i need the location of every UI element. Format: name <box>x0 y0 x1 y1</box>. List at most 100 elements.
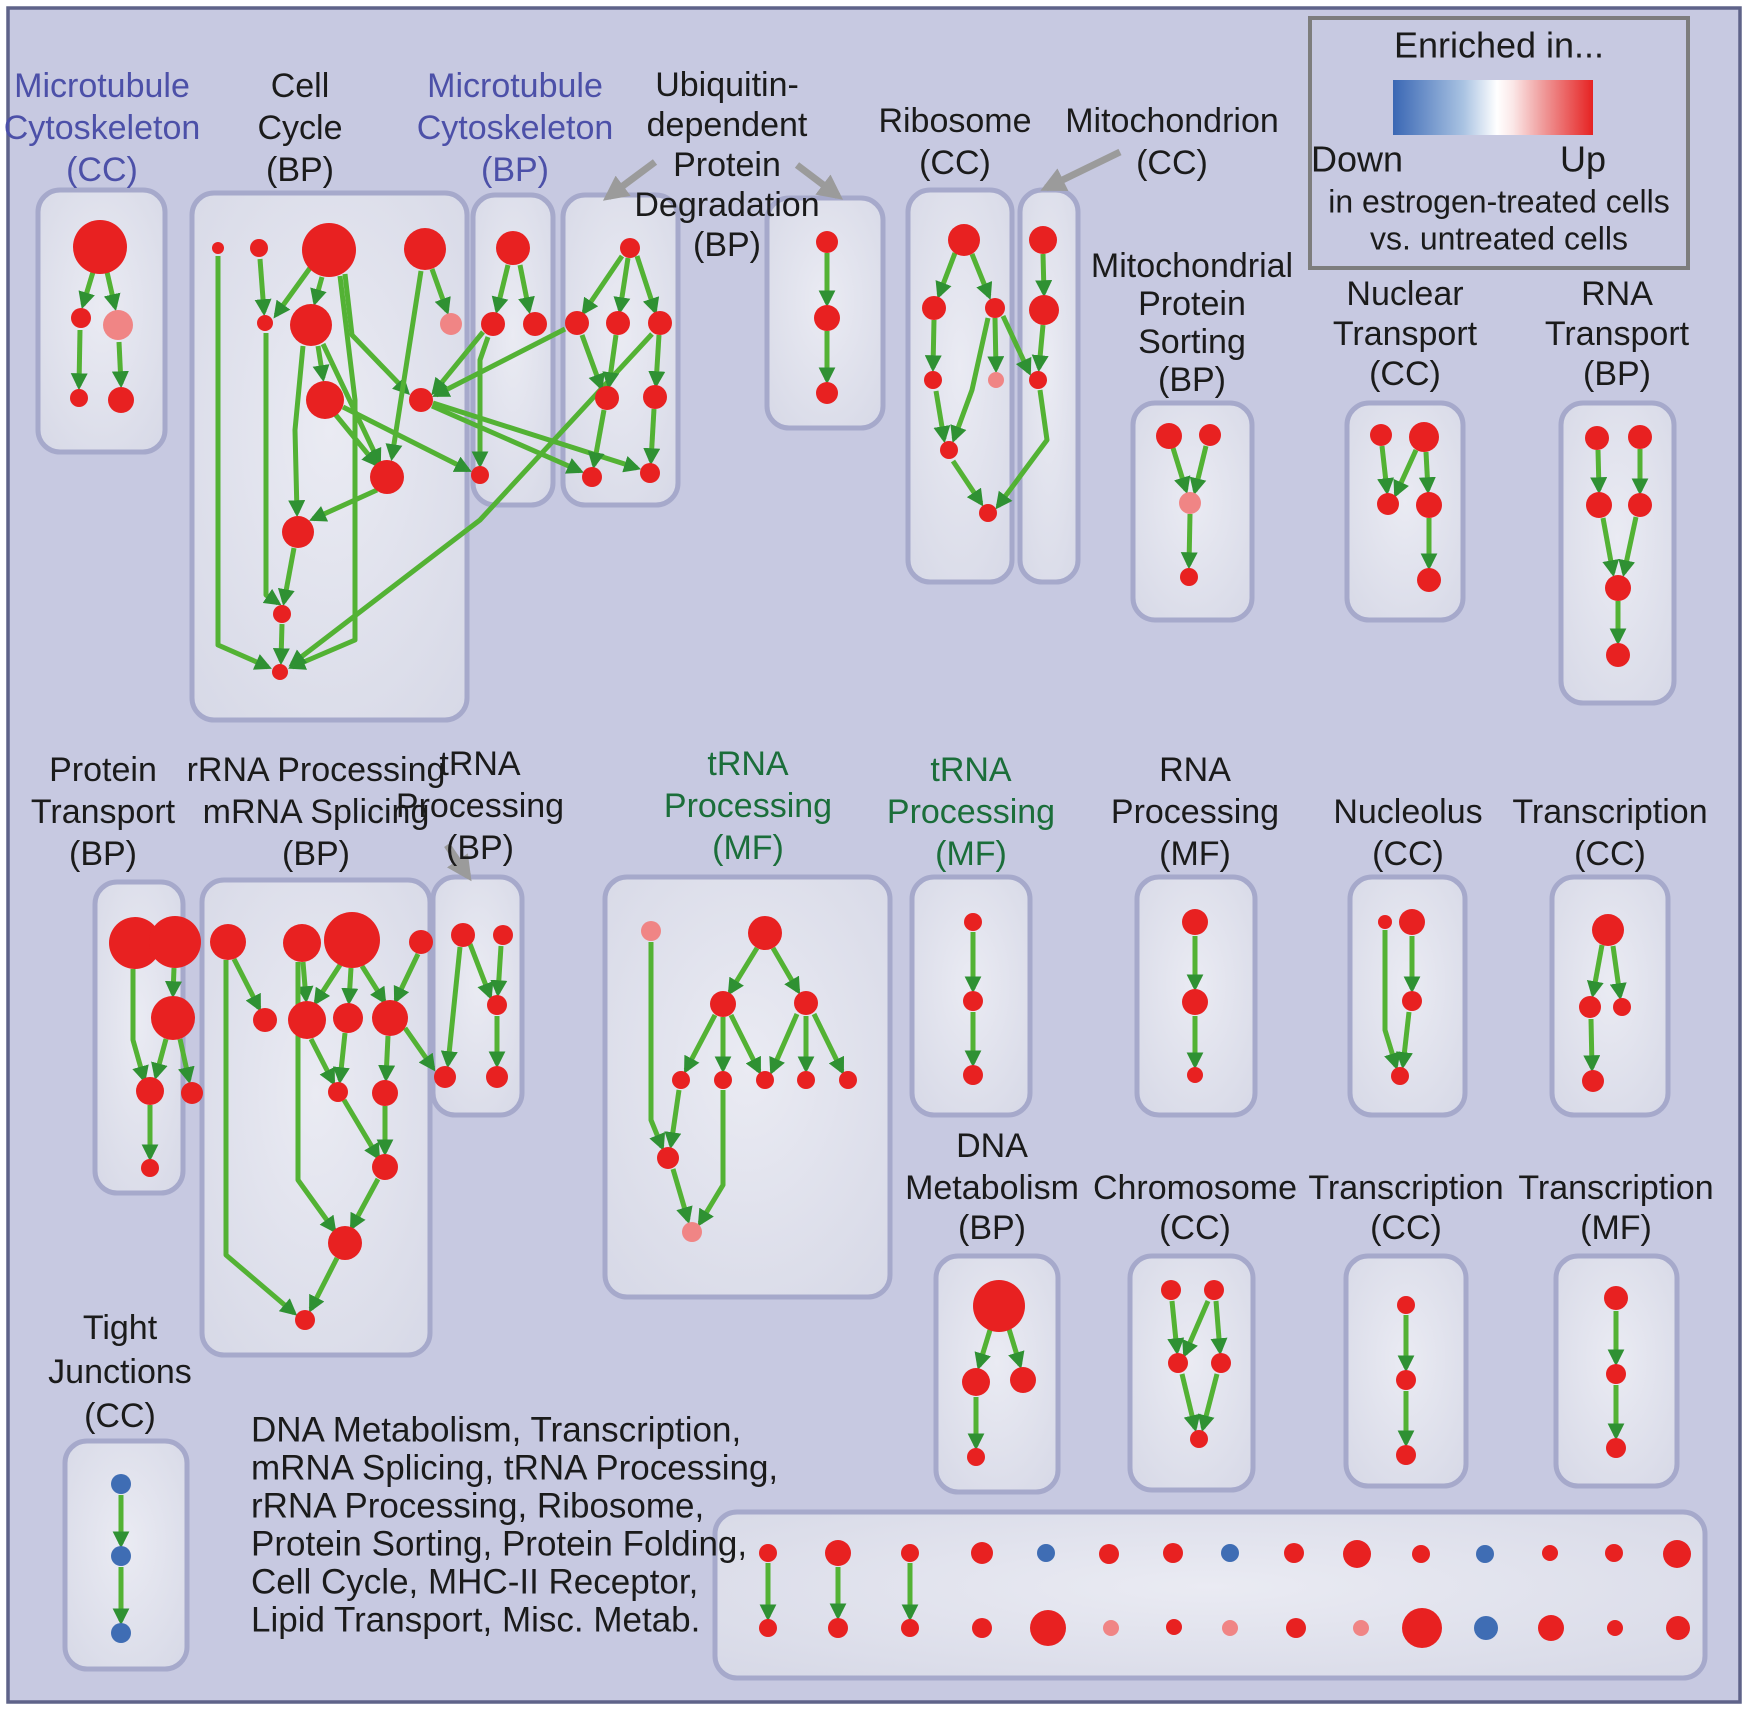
node-z13t <box>1542 1545 1558 1561</box>
edge-arrow <box>579 334 605 391</box>
node-z9b <box>1286 1618 1306 1638</box>
edge-arrow <box>1393 448 1419 498</box>
node-c10 <box>282 516 314 548</box>
node-m12 <box>328 1226 362 1260</box>
edge-arrow <box>342 273 410 396</box>
label-transcription-cc-row2: Transcription <box>1512 793 1707 831</box>
node-i3 <box>1179 492 1201 514</box>
label-ubiquitin-dependent-protein-degradation-bp: dependent <box>647 106 808 144</box>
node-z8b <box>1222 1620 1238 1636</box>
edge-arrow <box>320 342 382 466</box>
node-z10b <box>1353 1620 1369 1636</box>
edge-arrow <box>151 1038 169 1081</box>
edge-arrow <box>1167 1300 1185 1356</box>
label-trna-processing-bp: (BP) <box>446 829 514 867</box>
node-k4 <box>1628 493 1652 517</box>
edge-arrow <box>648 334 666 389</box>
node-l5 <box>181 1082 203 1104</box>
label-rna-processing-mf: (MF) <box>1159 835 1231 873</box>
node-l1 <box>109 917 161 969</box>
edge-arrow <box>332 1032 350 1085</box>
edge-arrow <box>1382 930 1401 1071</box>
node-z8t <box>1221 1544 1239 1562</box>
node-z11b <box>1402 1608 1442 1648</box>
edge-arrow <box>634 255 660 316</box>
node-m13 <box>295 1310 315 1330</box>
edge-arrow <box>432 326 567 398</box>
edge-arrow <box>103 271 121 312</box>
node-g4 <box>924 371 942 389</box>
label-dna-metabolism-bp: Metabolism <box>905 1169 1079 1207</box>
legend-text: Enriched in... <box>1394 25 1604 66</box>
edge-arrow <box>273 266 313 319</box>
edge-arrow <box>288 275 358 670</box>
node-m11 <box>372 1154 398 1180</box>
node-c2 <box>302 223 356 277</box>
mitochondrion-pointer-icon <box>1040 148 1122 192</box>
node-m10 <box>372 1080 398 1106</box>
label-nuclear-transport-cc: Transport <box>1333 315 1478 353</box>
node-z6b <box>1103 1620 1119 1636</box>
node-t3 <box>1613 998 1631 1016</box>
node-f2 <box>814 305 840 331</box>
edge-arrow <box>215 256 272 670</box>
node-v2 <box>1204 1280 1224 1300</box>
edge-arrow <box>1189 445 1209 496</box>
label-microtubule-cytoskeleton-cc: Microtubule <box>14 67 190 105</box>
node-o11 <box>682 1222 702 1242</box>
node-m1 <box>210 924 246 960</box>
legend-gradient-bar <box>1393 80 1593 135</box>
label-trna-processing-mf-large: (MF) <box>712 829 784 867</box>
node-k1 <box>1585 426 1609 450</box>
edge-arrow <box>288 345 306 518</box>
node-i4 <box>1180 568 1198 586</box>
box-nuclear-transport <box>1344 400 1466 623</box>
edge-arrow <box>770 946 801 995</box>
node-z7b <box>1166 1619 1182 1635</box>
node-x3 <box>1606 1438 1626 1458</box>
box-microtubule-cytoskeleton-cc <box>35 187 168 455</box>
label-rna-transport-bp: (BP) <box>1583 355 1651 393</box>
node-o3 <box>710 991 736 1017</box>
node-n4 <box>434 1066 456 1088</box>
node-m3 <box>324 912 380 968</box>
box-bottom-misc <box>712 1509 1708 1681</box>
misc-clusters-text: mRNA Splicing, tRNA Processing, <box>251 1448 778 1487</box>
node-z15b <box>1666 1616 1690 1640</box>
box-chromosome <box>1127 1253 1256 1493</box>
node-t4 <box>1582 1070 1604 1092</box>
label-transcription-mf: (MF) <box>1580 1209 1652 1247</box>
label-rna-transport-bp: Transport <box>1545 315 1690 353</box>
node-t2 <box>1579 996 1601 1018</box>
label-ribosome-cc: Ribosome <box>878 102 1031 140</box>
edge-arrow <box>1600 517 1620 578</box>
misc-clusters-text: Protein Sorting, Protein Folding, <box>251 1524 747 1563</box>
node-o5 <box>672 1071 690 1089</box>
label-mitochondrion-cc: (CC) <box>1136 144 1208 182</box>
edge-arrow <box>359 964 387 1005</box>
label-ubiquitin-dependent-protein-degradation-bp: Ubiquitin- <box>655 66 799 104</box>
edge-arrow <box>333 412 379 468</box>
edge-arrow <box>811 1012 845 1075</box>
edge-arrow <box>987 317 1005 374</box>
edge-arrow <box>1000 314 1032 376</box>
label-rrna-processing-mrna-splicing-bp: (BP) <box>282 835 350 873</box>
legend-text: Up <box>1560 139 1606 180</box>
box-rna-transport <box>1558 400 1677 706</box>
node-o8 <box>797 1071 815 1089</box>
box-trna-processing-mf-large <box>602 874 893 1300</box>
node-d4 <box>471 466 489 484</box>
node-a1 <box>73 220 127 274</box>
node-i1 <box>1156 423 1182 449</box>
node-z5t <box>1037 1544 1055 1562</box>
node-i2 <box>1199 424 1221 446</box>
edge-arrow <box>1618 516 1639 578</box>
node-c4 <box>257 315 273 331</box>
node-q3 <box>1187 1067 1203 1083</box>
label-tight-junctions-cc: Tight <box>83 1309 158 1347</box>
edge-arrow <box>223 960 298 1316</box>
trna-bp-pointer-icon <box>444 843 472 882</box>
label-mitochondrial-protein-sorting-bp: Sorting <box>1138 323 1246 361</box>
edge-arrow <box>648 942 666 1151</box>
legend-text: vs. untreated cells <box>1370 220 1628 256</box>
